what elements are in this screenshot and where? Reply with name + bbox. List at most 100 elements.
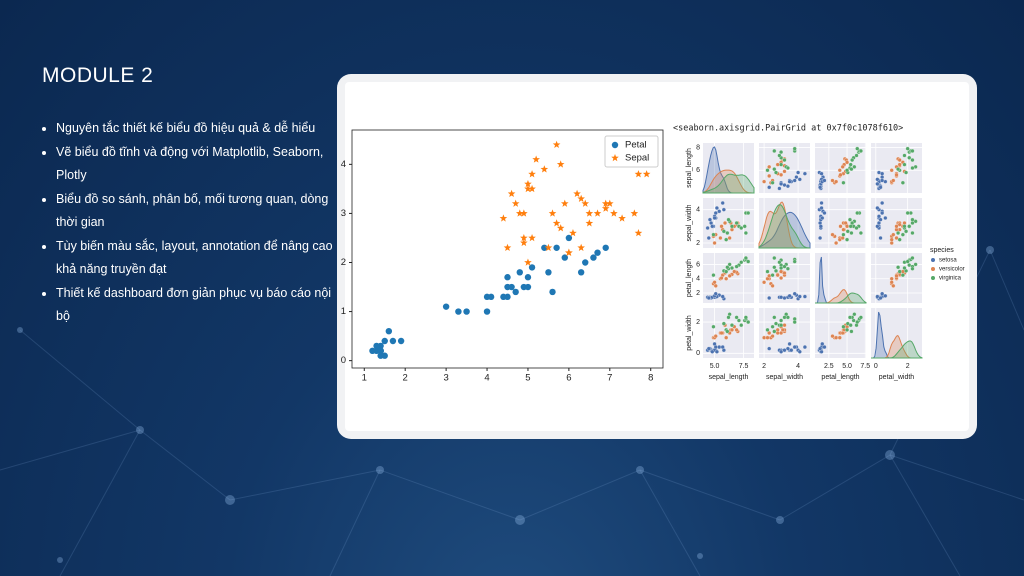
point [902, 153, 907, 158]
star-point [593, 209, 602, 217]
point [782, 270, 787, 276]
bullet: Thiết kế dashboard đơn giản phục vụ báo … [56, 282, 346, 329]
point [779, 269, 784, 274]
y-tick-label: 0 [341, 355, 346, 366]
point [913, 219, 918, 224]
point [772, 265, 777, 270]
point [910, 230, 915, 236]
point [902, 224, 907, 229]
point [500, 293, 507, 301]
x-tick-label: 5.0 [842, 363, 852, 370]
point [734, 220, 739, 226]
point [840, 235, 845, 241]
star-point [528, 170, 536, 178]
point [772, 255, 777, 261]
point [830, 334, 835, 339]
point [762, 335, 767, 340]
point [717, 345, 722, 350]
point [850, 157, 855, 163]
point [724, 276, 729, 281]
point [455, 308, 462, 315]
point [785, 184, 790, 189]
point [705, 225, 710, 231]
star-point [581, 199, 590, 207]
point [779, 318, 784, 323]
point [442, 303, 450, 310]
point [792, 320, 797, 325]
star-point [532, 155, 540, 163]
point [787, 179, 792, 184]
point [782, 157, 787, 163]
point [553, 244, 560, 251]
kde-curve [871, 340, 923, 359]
point [784, 312, 789, 317]
point [875, 205, 880, 211]
point [719, 275, 724, 281]
point [782, 295, 787, 301]
point [714, 349, 719, 354]
point [720, 345, 725, 350]
point [772, 315, 777, 320]
point [897, 162, 902, 167]
point [734, 315, 739, 320]
x-tick-label: 4 [796, 363, 800, 370]
point [907, 224, 912, 229]
point [777, 186, 782, 191]
point [858, 230, 863, 236]
point [779, 330, 784, 336]
x-axis-label: petal_length [821, 374, 859, 381]
point [713, 345, 718, 350]
point [830, 232, 835, 237]
point [883, 293, 888, 298]
point [762, 179, 767, 184]
point [841, 180, 846, 185]
point [880, 175, 885, 180]
legend-marker [931, 258, 935, 262]
y-tick-label: 2 [696, 240, 700, 247]
star-point [556, 160, 565, 168]
point [712, 215, 717, 221]
point [594, 249, 601, 256]
x-tick-label: 8 [648, 373, 653, 384]
x-tick-label: 5.0 [710, 363, 720, 370]
point [845, 168, 850, 173]
point [845, 160, 850, 165]
point [883, 215, 888, 221]
star-point [520, 209, 528, 217]
point [772, 148, 777, 154]
point [891, 232, 896, 237]
point [819, 171, 824, 176]
y-axis-label: sepal_length [686, 148, 693, 188]
x-axis-label: sepal_length [709, 374, 749, 381]
point [739, 225, 744, 231]
point [894, 224, 899, 229]
y-tick-label: 2 [696, 319, 700, 326]
star-point [503, 243, 512, 252]
star-point [520, 233, 528, 242]
point [782, 323, 787, 328]
point [822, 178, 827, 183]
point [565, 234, 573, 242]
star-point [556, 224, 565, 232]
point [858, 148, 863, 154]
bullet: Vẽ biểu đồ tĩnh và động với Matplotlib, … [56, 141, 346, 188]
point [910, 217, 915, 222]
x-tick-label: 3 [443, 373, 448, 384]
point [729, 323, 735, 328]
point [900, 180, 905, 185]
point [852, 164, 857, 169]
point [369, 347, 376, 355]
point [818, 235, 823, 241]
point [487, 293, 495, 301]
point [794, 175, 799, 180]
point [711, 273, 716, 278]
x-tick-label: 7.5 [860, 363, 870, 370]
point [896, 167, 901, 172]
point [381, 352, 388, 359]
point [770, 324, 775, 329]
point [779, 349, 784, 354]
point [910, 148, 915, 154]
point [889, 237, 894, 242]
point [880, 178, 885, 183]
